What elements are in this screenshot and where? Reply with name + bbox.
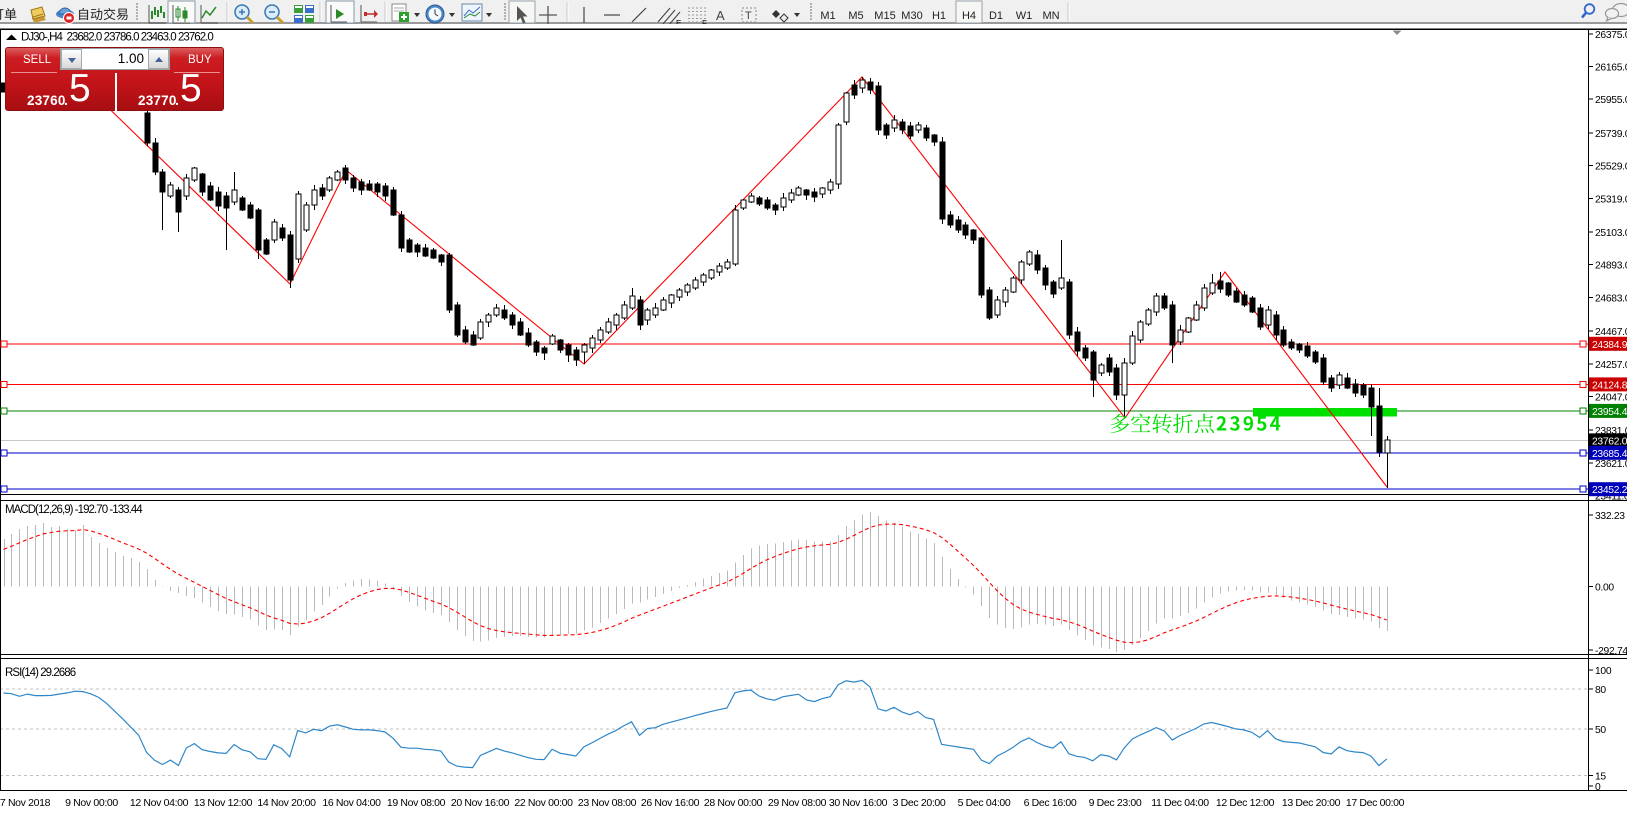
svg-text:RSI(14) 29.2686: RSI(14) 29.2686 — [5, 667, 76, 679]
svg-text:11 Dec 04:00: 11 Dec 04:00 — [1151, 797, 1209, 809]
svg-text:29 Nov 08:00: 29 Nov 08:00 — [768, 797, 827, 809]
svg-text:23685.4: 23685.4 — [1592, 449, 1627, 460]
svg-text:23452.2: 23452.2 — [1592, 485, 1627, 496]
svg-text:7 Nov 2018: 7 Nov 2018 — [0, 797, 51, 809]
svg-text:50: 50 — [1595, 725, 1606, 736]
svg-text:22 Nov 00:00: 22 Nov 00:00 — [514, 797, 573, 809]
svg-text:13 Nov 12:00: 13 Nov 12:00 — [194, 797, 253, 809]
svg-text:25103.0: 25103.0 — [1595, 228, 1627, 239]
svg-text:25739.0: 25739.0 — [1595, 129, 1627, 140]
svg-text:13 Dec 20:00: 13 Dec 20:00 — [1282, 797, 1341, 809]
svg-text:24384.9: 24384.9 — [1592, 340, 1627, 351]
svg-text:26165.0: 26165.0 — [1595, 63, 1627, 74]
svg-text:M15: M15 — [874, 10, 895, 22]
svg-text:28 Nov 00:00: 28 Nov 00:00 — [704, 797, 763, 809]
svg-text:A: A — [716, 8, 725, 23]
svg-text:16 Nov 04:00: 16 Nov 04:00 — [322, 797, 381, 809]
svg-text:24683.0: 24683.0 — [1595, 293, 1627, 304]
svg-text:23 Nov 08:00: 23 Nov 08:00 — [578, 797, 637, 809]
svg-text:DJ30-,H4 23682.0 23786.0 2346: DJ30-,H4 23682.0 23786.0 23463.0 23762.0 — [21, 32, 213, 44]
svg-text:25955.0: 25955.0 — [1595, 95, 1627, 106]
svg-text:26 Nov 16:00: 26 Nov 16:00 — [641, 797, 700, 809]
svg-text:9 Nov 00:00: 9 Nov 00:00 — [65, 797, 118, 809]
svg-text:80: 80 — [1595, 685, 1606, 696]
svg-text:F: F — [702, 19, 707, 24]
svg-text:MN: MN — [1042, 10, 1059, 22]
svg-text:M30: M30 — [901, 10, 922, 22]
svg-text:MACD(12,26,9) -192.70 -133.44: MACD(12,26,9) -192.70 -133.44 — [5, 504, 143, 516]
svg-text:20 Nov 16:00: 20 Nov 16:00 — [451, 797, 510, 809]
svg-text:23954.4: 23954.4 — [1592, 407, 1627, 418]
svg-text:23621.0: 23621.0 — [1595, 459, 1627, 470]
svg-text:0: 0 — [1595, 782, 1601, 793]
svg-text:24124.8: 24124.8 — [1592, 380, 1627, 391]
svg-text:T: T — [745, 10, 752, 22]
svg-text:3 Dec 20:00: 3 Dec 20:00 — [893, 797, 946, 809]
svg-text:-292.74: -292.74 — [1595, 646, 1627, 657]
svg-text:332.23: 332.23 — [1595, 511, 1625, 522]
svg-text:0.00: 0.00 — [1595, 583, 1614, 594]
svg-text:30 Nov 16:00: 30 Nov 16:00 — [829, 797, 888, 809]
svg-text:D1: D1 — [989, 10, 1003, 22]
svg-text:9 Dec 23:00: 9 Dec 23:00 — [1089, 797, 1142, 809]
svg-text:12 Dec 12:00: 12 Dec 12:00 — [1216, 797, 1275, 809]
svg-text:26375.0: 26375.0 — [1595, 30, 1627, 41]
svg-text:25529.0: 25529.0 — [1595, 162, 1627, 173]
svg-text:25319.0: 25319.0 — [1595, 194, 1627, 205]
svg-text:23762.0: 23762.0 — [1592, 436, 1627, 447]
svg-text:12 Nov 04:00: 12 Nov 04:00 — [130, 797, 189, 809]
svg-text:24047.0: 24047.0 — [1595, 393, 1627, 404]
svg-text:100: 100 — [1595, 666, 1612, 677]
svg-text:5 Dec 04:00: 5 Dec 04:00 — [958, 797, 1011, 809]
svg-text:6 Dec 16:00: 6 Dec 16:00 — [1024, 797, 1077, 809]
svg-text:H1: H1 — [932, 10, 946, 22]
svg-text:19 Nov 08:00: 19 Nov 08:00 — [387, 797, 446, 809]
svg-text:24893.0: 24893.0 — [1595, 261, 1627, 272]
svg-text:24467.0: 24467.0 — [1595, 327, 1627, 338]
svg-text:17 Dec 00:00: 17 Dec 00:00 — [1346, 797, 1405, 809]
svg-text:H4: H4 — [962, 10, 976, 22]
svg-text:M5: M5 — [848, 10, 863, 22]
svg-text:14 Nov 20:00: 14 Nov 20:00 — [257, 797, 316, 809]
svg-text:W1: W1 — [1016, 10, 1033, 22]
svg-text:M1: M1 — [820, 10, 835, 22]
svg-text:E: E — [676, 19, 681, 24]
svg-text:24257.0: 24257.0 — [1595, 360, 1627, 371]
